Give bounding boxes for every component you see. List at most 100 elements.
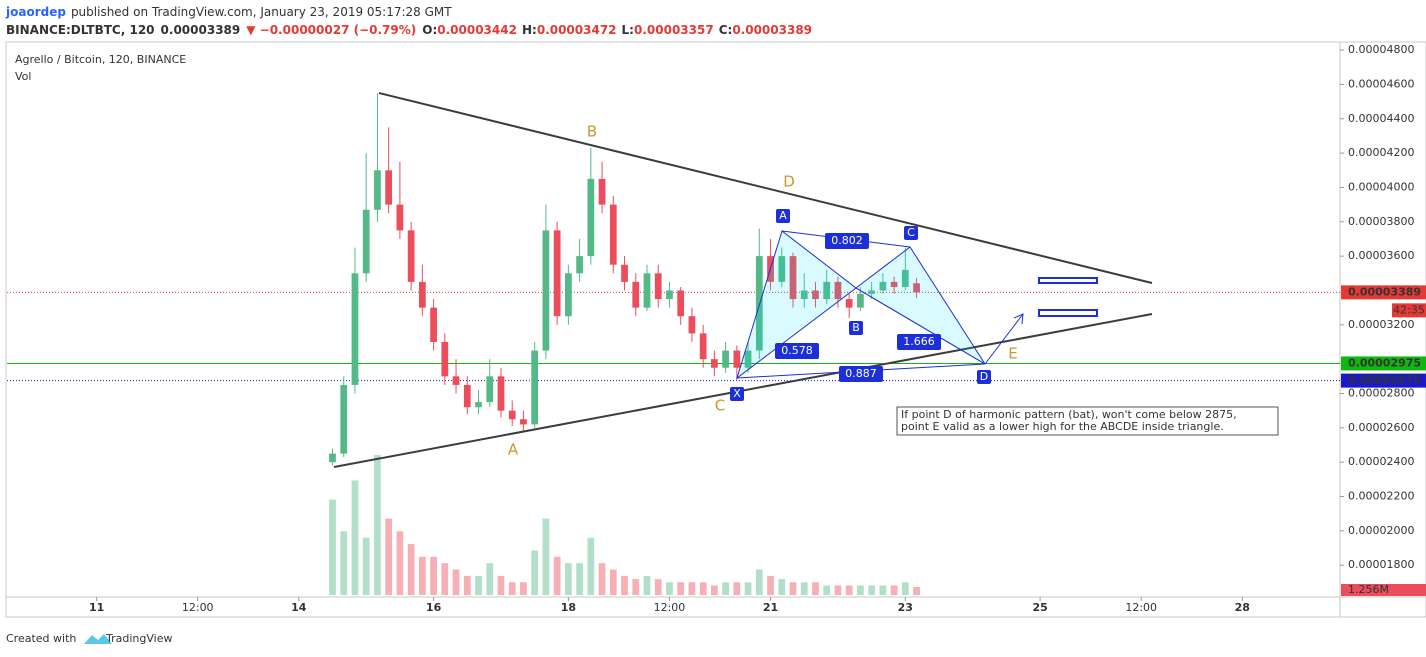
volume-label: 1.256M [1348, 583, 1389, 596]
candle-body [823, 281, 831, 300]
candle-body [621, 264, 628, 282]
candle-body [800, 290, 808, 300]
point-box [776, 209, 790, 223]
candle-body [531, 350, 539, 425]
candle-body [329, 453, 336, 463]
candle-body [666, 290, 673, 300]
candle-body [564, 273, 572, 317]
point-box [977, 370, 991, 384]
footer-created: Created with [6, 632, 76, 645]
ratio-box [775, 343, 819, 359]
volume-bar [666, 582, 673, 595]
price-label-box [1341, 356, 1426, 371]
point-label: B [852, 321, 860, 334]
ohlc-key: O: [422, 23, 437, 37]
y-tick-label: 0.00001800 [1348, 558, 1414, 571]
note-box [896, 406, 1279, 436]
wave-label: C [715, 397, 725, 415]
point-label: X [733, 387, 741, 400]
candle-body [475, 402, 482, 408]
candle-body [486, 376, 494, 403]
candle-body [654, 273, 662, 300]
y-tick-label: 0.00004200 [1348, 146, 1414, 159]
candle-body [587, 178, 595, 257]
x-tick-label: 11 [89, 601, 104, 614]
volume-bar [340, 531, 348, 595]
published: published on TradingView.com, January 23… [71, 5, 452, 19]
volume-bar [722, 582, 729, 595]
y-tick-label: 0.00004600 [1348, 77, 1414, 90]
y-tick-label: 0.00004000 [1348, 180, 1414, 193]
volume-label-box [1341, 584, 1426, 596]
candle-body [643, 273, 651, 308]
footer-brand[interactable]: TradingView [105, 632, 172, 645]
point-label: D [980, 370, 988, 383]
candle-body [733, 350, 741, 368]
candle-body [374, 170, 381, 210]
candle-body [418, 281, 426, 308]
ohlc-value: 0.00003389 [732, 23, 812, 37]
volume-bar [890, 585, 898, 595]
x-tick-label: 12:00 [1125, 601, 1157, 614]
ohlc-value: 0.00003472 [537, 23, 617, 37]
symbol: BINANCE:DLTBTC, 120 [6, 23, 155, 37]
wave-label: A [508, 441, 519, 459]
x-tick-label: 12:00 [654, 601, 686, 614]
ohlc-key: C: [719, 23, 733, 37]
y-tick-label: 0.00003800 [1348, 215, 1414, 228]
author[interactable]: joaordep [5, 5, 66, 19]
volume-bar [812, 582, 819, 595]
volume-bar [497, 575, 505, 595]
candle-body [868, 290, 876, 294]
y-tick-label: 0.00003200 [1348, 318, 1414, 331]
candle-body [857, 293, 864, 308]
volume-bar [621, 575, 628, 595]
point-box [849, 321, 863, 335]
price-label-box [1341, 285, 1426, 300]
volume-bar [362, 537, 370, 595]
volume-bar [374, 455, 381, 595]
candle-body [430, 307, 437, 342]
volume-bar [778, 579, 786, 595]
volume-bar [834, 585, 842, 595]
note-line: point E valid as a lower high for the AB… [901, 420, 1224, 433]
volume-bar [800, 582, 808, 595]
last: 0.00003389 [161, 23, 241, 37]
candle-body [576, 256, 583, 274]
price-label: 0.00002875 [1348, 374, 1421, 387]
candle-body [744, 350, 752, 368]
point-label: A [779, 209, 787, 222]
y-tick-label: 0.00002000 [1348, 524, 1414, 537]
volume-bar [688, 582, 696, 595]
candle-body [396, 204, 404, 231]
candle-body [553, 230, 561, 317]
volume-bar [508, 582, 516, 595]
candles [329, 92, 920, 595]
chart-frame [5, 41, 1426, 618]
volume-bar [901, 582, 909, 595]
volume-bar [744, 582, 752, 595]
volume-bar [587, 537, 595, 595]
ratio-label: 0.578 [781, 344, 813, 357]
chart-title: Agrello / Bitcoin, 120, BINANCE [15, 53, 186, 66]
brand-logo [84, 634, 112, 644]
pattern-line [855, 287, 986, 365]
wave-label: E [1008, 345, 1017, 363]
candle-body [407, 230, 415, 282]
volume-bar [396, 531, 404, 595]
point-box [904, 226, 918, 240]
volume-bar [564, 563, 572, 595]
volume-bar [452, 569, 460, 595]
volume-bar [868, 585, 876, 595]
target-box [1038, 309, 1098, 317]
volume-bar [879, 585, 887, 595]
volume-bar [463, 575, 471, 595]
ohlc-key: H: [522, 23, 537, 37]
ratio-box [839, 366, 883, 382]
ratio-label: 1.666 [903, 335, 935, 348]
candle-body [711, 359, 718, 368]
x-tick-label: 18 [561, 601, 576, 614]
volume-title: Vol [15, 70, 31, 83]
candle-body [497, 376, 505, 411]
